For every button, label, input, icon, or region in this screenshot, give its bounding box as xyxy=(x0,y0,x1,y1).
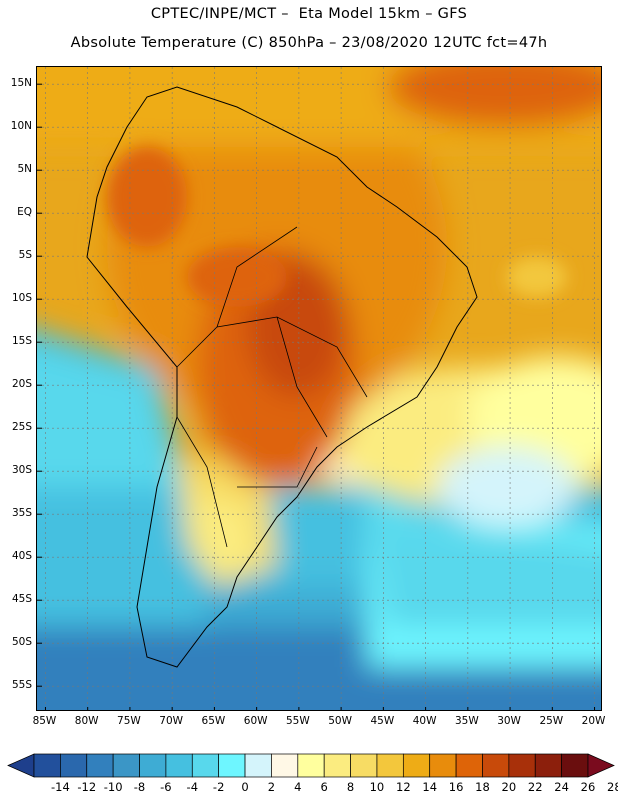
colorbar-label: -14 xyxy=(50,780,70,794)
colorbar-label: 22 xyxy=(527,780,543,794)
colorbar-box xyxy=(455,753,483,778)
lat-tick-label: 45S xyxy=(11,593,32,606)
lon-tick-label: 70W xyxy=(159,715,184,727)
lat-tick-label: 25S xyxy=(11,421,32,434)
lon-tick-label: 75W xyxy=(117,715,141,727)
lat-tick-label: 15S xyxy=(11,335,32,348)
colorbar-box xyxy=(508,753,536,778)
colorbar-box xyxy=(350,753,378,778)
map-panel xyxy=(36,66,602,711)
colorbar-box xyxy=(244,753,272,778)
colorbar-box xyxy=(191,753,220,778)
country-borders xyxy=(176,226,368,548)
lat-tick-label: 50S xyxy=(11,636,32,649)
lat-tick-label: 30S xyxy=(11,464,32,477)
colorbar-label: 8 xyxy=(346,780,355,794)
colorbar-box xyxy=(561,753,589,778)
lon-tick-label: 80W xyxy=(74,715,99,727)
lon-tick-label: 55W xyxy=(286,715,310,727)
lon-tick-label: 25W xyxy=(539,715,564,727)
lat-tick-label: 10S xyxy=(11,292,32,305)
colorbar-label: 26 xyxy=(580,780,596,794)
lon-tick-label: 65W xyxy=(201,715,226,727)
colorbar-label: -6 xyxy=(160,780,172,794)
lon-tick-label: 45W xyxy=(370,715,395,727)
colorbar-box xyxy=(86,753,114,778)
colorbar-label: 14 xyxy=(422,780,438,794)
colorbar-label: 28 xyxy=(607,780,618,794)
colorbar-label: 0 xyxy=(241,780,249,794)
lat-tick-label: 40S xyxy=(11,550,32,563)
colorbar-box xyxy=(60,753,88,778)
temperature-map xyxy=(37,67,601,710)
colorbar-box xyxy=(165,753,193,778)
colorbar-box xyxy=(297,753,325,778)
colorbar-box xyxy=(271,753,299,778)
colorbar-min-arrow xyxy=(7,753,35,778)
title-line-2: Absolute Temperature (C) 850hPa – 23/08/… xyxy=(70,35,548,51)
colorbar-label: 20 xyxy=(501,780,517,794)
colorbar-label: -10 xyxy=(103,780,123,794)
colorbar-label: 6 xyxy=(320,780,328,794)
colorbar-label: 18 xyxy=(475,780,490,794)
temperature-field xyxy=(37,67,601,710)
lon-tick-label: 30W xyxy=(497,715,521,727)
colorbar-label: 24 xyxy=(554,780,569,794)
colorbar-label: 16 xyxy=(448,780,464,794)
lat-tick-label: 15N xyxy=(10,77,32,90)
colorbar-box xyxy=(33,753,61,778)
colorbar-box xyxy=(402,753,431,778)
lon-tick-label: 60W xyxy=(243,715,268,727)
colorbar-label: 4 xyxy=(294,780,302,794)
colorbar-max-arrow xyxy=(587,753,615,778)
colorbar-box xyxy=(323,753,351,778)
lon-tick-label: 35W xyxy=(454,715,479,727)
lat-tick-label: 10N xyxy=(10,120,32,133)
colorbar-box xyxy=(376,753,404,778)
lat-tick-label: 20S xyxy=(11,378,32,391)
colorbar-box xyxy=(218,753,246,778)
colorbar xyxy=(7,753,615,778)
temperature-detail xyxy=(107,147,567,307)
lat-tick-label: EQ xyxy=(17,206,32,219)
colorbar-label: -4 xyxy=(186,780,199,794)
colorbar-label: -12 xyxy=(77,780,97,794)
lat-tick-label: 55S xyxy=(11,679,32,692)
coastline xyxy=(86,86,478,668)
lon-tick-label: 20W xyxy=(581,715,606,727)
lat-tick-label: 5N xyxy=(17,163,32,176)
lon-tick-label: 40W xyxy=(412,715,437,727)
colorbar-box xyxy=(112,753,140,778)
lon-tick-label: 50W xyxy=(328,715,352,727)
colorbar-label: -8 xyxy=(133,780,146,794)
colorbar-box xyxy=(534,753,562,778)
colorbar-box xyxy=(482,753,510,778)
colorbar-box xyxy=(429,753,457,778)
lon-tick-label: 85W xyxy=(32,715,57,727)
lat-tick-label: 5S xyxy=(18,249,32,262)
graticule xyxy=(37,67,601,710)
colorbar-label: 12 xyxy=(396,780,411,794)
colorbar-box xyxy=(139,753,167,778)
title-line-1: CPTEC/INPE/MCT – Eta Model 15km – GFS xyxy=(150,6,468,22)
lat-tick-label: 35S xyxy=(11,507,32,520)
colorbar-label: 2 xyxy=(267,780,276,794)
colorbar-label: -2 xyxy=(212,780,225,794)
colorbar-label: 10 xyxy=(369,780,385,794)
